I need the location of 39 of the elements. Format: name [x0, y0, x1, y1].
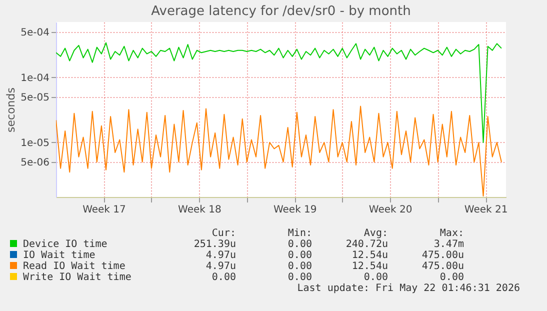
line-series	[56, 42, 502, 143]
text: 475.00u	[420, 261, 464, 272]
x-tick-label: Week 21	[464, 204, 508, 216]
legend-label: IO Wait time	[22, 250, 96, 261]
line-series	[56, 106, 502, 197]
text: Min:	[286, 228, 312, 239]
text: 3.47m	[432, 239, 464, 250]
x-tick-label: Week 20	[368, 204, 412, 216]
legend-label: Device IO time	[22, 239, 108, 250]
y-tick-label: 5e-05	[20, 92, 50, 104]
chart-title: Average latency for /dev/sr0 - by month	[151, 4, 411, 19]
text: 0.00	[286, 250, 312, 261]
y-axis-title: seconds	[4, 87, 18, 132]
text: 4.97u	[204, 250, 236, 261]
text: 12.54u	[350, 261, 388, 272]
y-tick-label: 5e-06	[20, 158, 50, 169]
text: 0.00	[286, 272, 312, 283]
text: 240.72u	[344, 239, 388, 250]
text: 475.00u	[420, 250, 464, 261]
x-tick-label: Week 18	[178, 204, 222, 216]
text: Avg:	[362, 228, 388, 239]
y-tick-label: 1e-05	[20, 138, 50, 149]
text: 12.54u	[350, 250, 388, 261]
text: 0.00	[362, 272, 388, 283]
x-tick-label: Week 17	[82, 204, 126, 216]
x-tick-label: Week 19	[273, 204, 317, 216]
text: 0.00	[210, 272, 236, 283]
text: Last update: Fri May 22 01:46:31 2026	[296, 283, 520, 295]
y-tick-label: 1e-04	[20, 72, 50, 84]
text: Max:	[438, 228, 464, 239]
y-tick-label: 5e-04	[20, 27, 50, 38]
legend-label: Write IO Wait time	[22, 272, 132, 283]
text: 251.39u	[192, 239, 236, 250]
text: 4.97u	[204, 261, 236, 272]
text: 0.00	[438, 272, 464, 283]
text: Cur:	[210, 228, 236, 239]
text: 0.00	[286, 261, 312, 272]
legend-label: Read IO Wait time	[22, 261, 126, 272]
text: 0.00	[286, 239, 312, 250]
